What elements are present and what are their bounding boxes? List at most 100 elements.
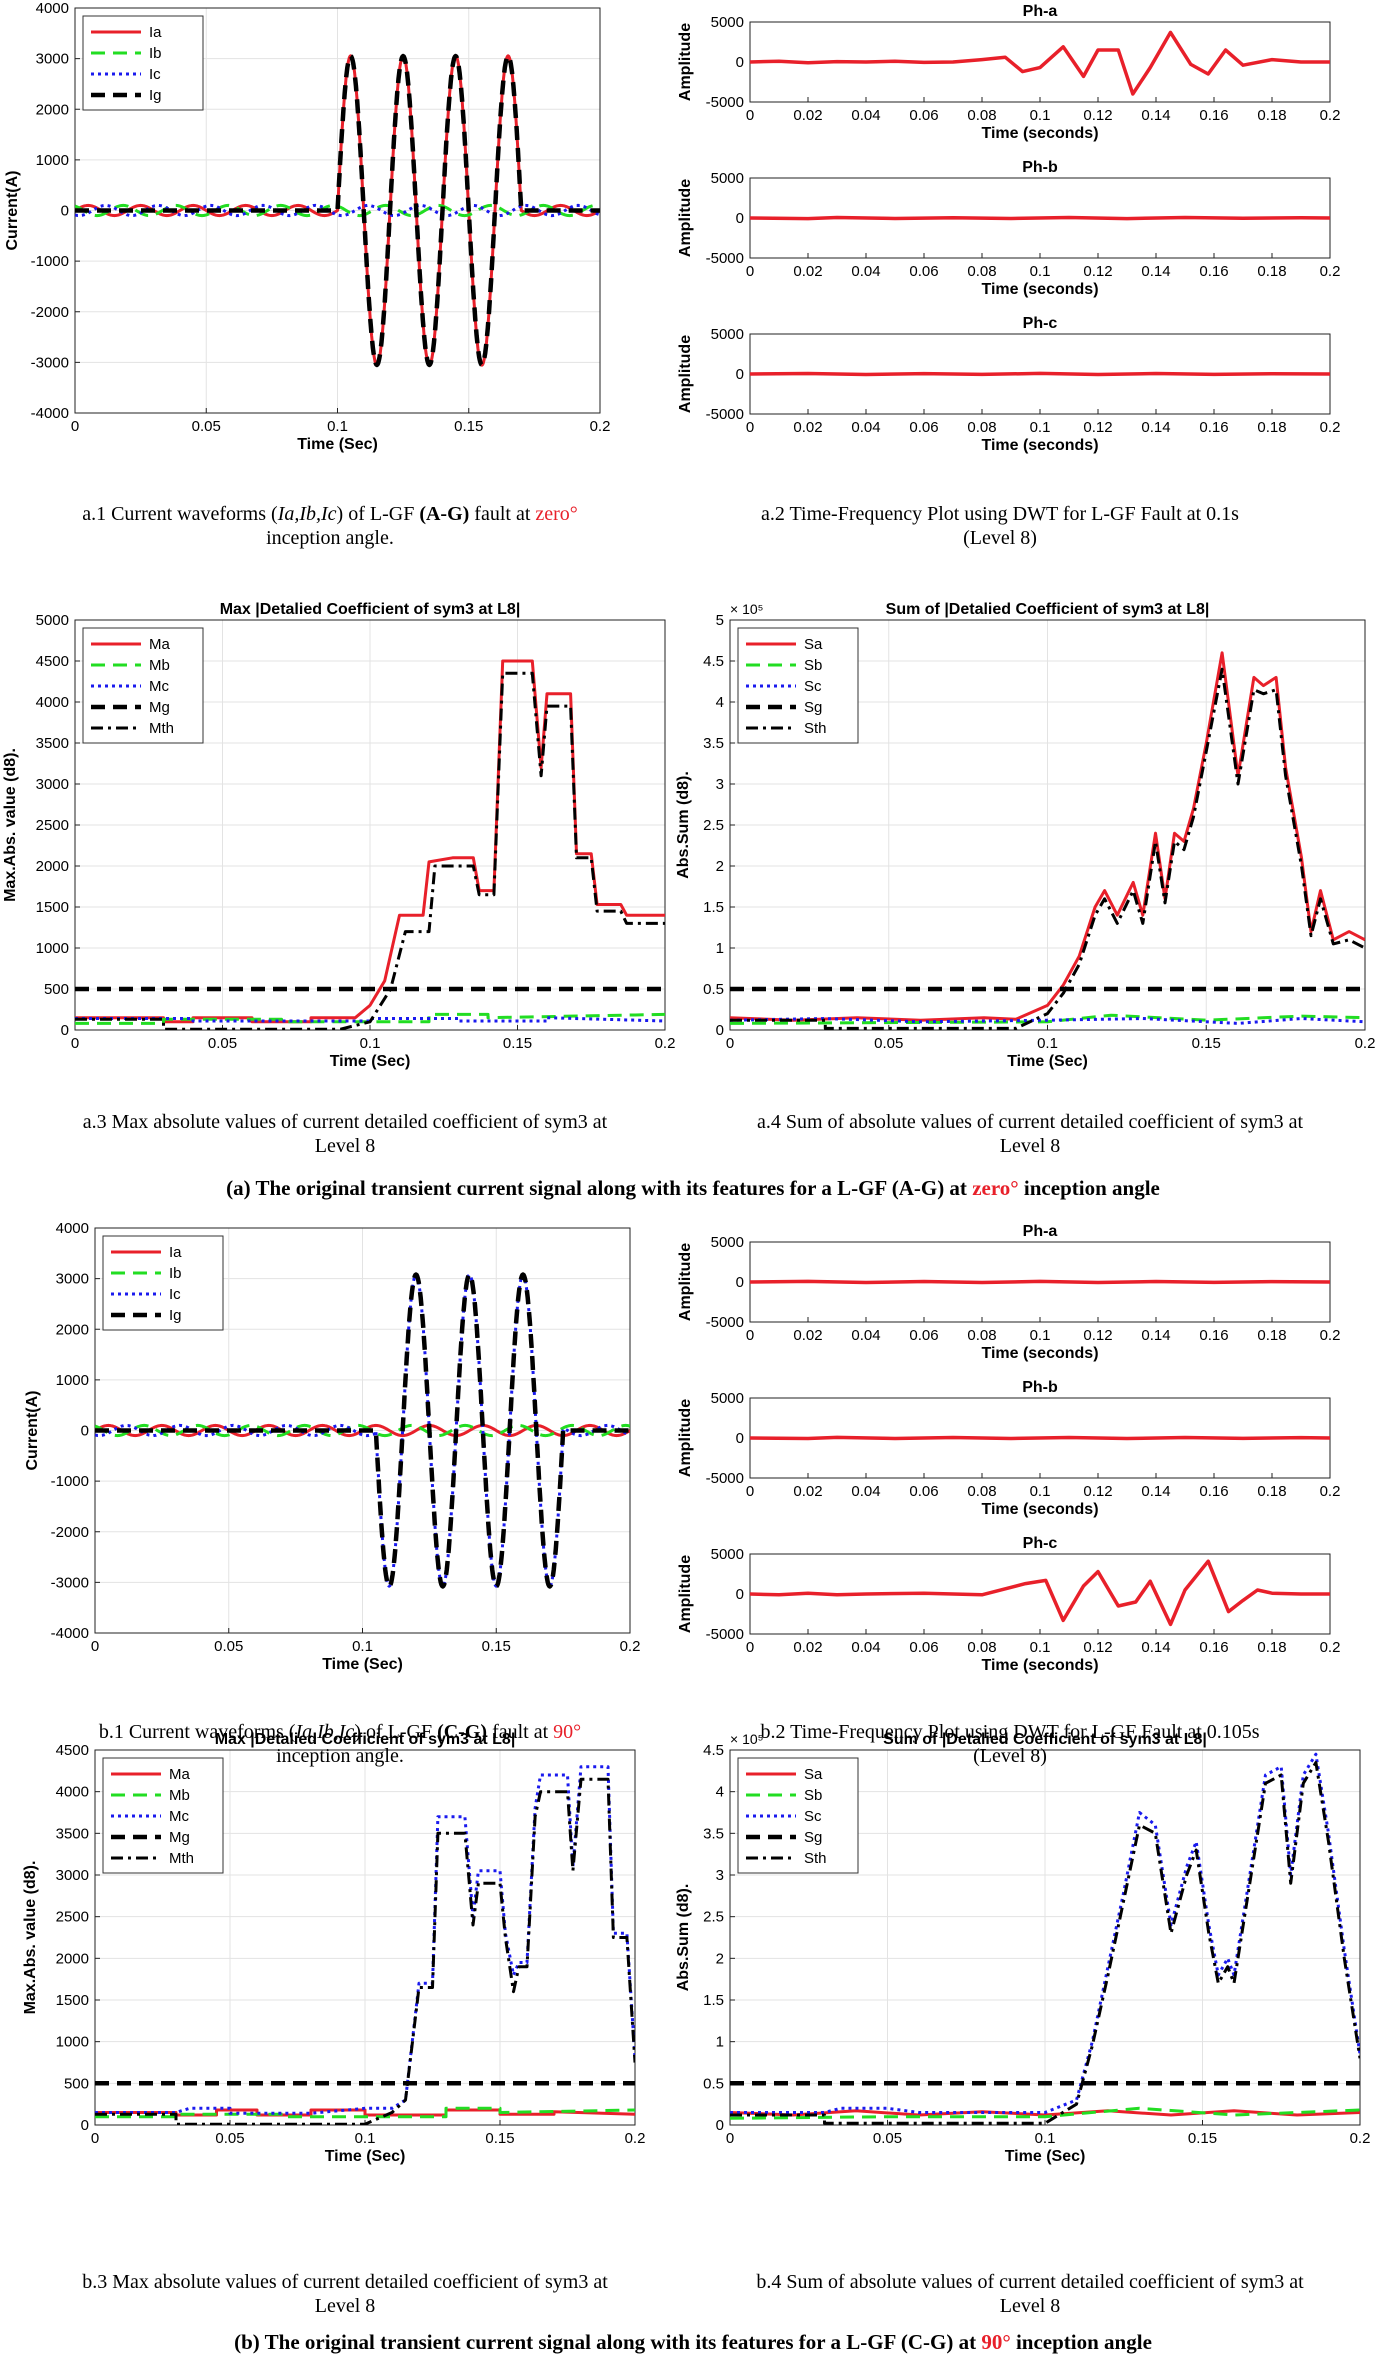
x-tick-label: 0.04	[851, 107, 880, 124]
y-axis-label: Amplitude	[677, 23, 694, 101]
x-tick-label: 0.18	[1257, 263, 1286, 280]
y-tick-label: 500	[44, 981, 69, 998]
x-tick-label: 0.1	[1030, 107, 1051, 124]
x-tick-label: 0.05	[214, 1638, 243, 1655]
x-tick-label: 0.06	[909, 107, 938, 124]
y-tick-label: -5000	[706, 406, 744, 423]
x-tick-label: 0.16	[1199, 263, 1228, 280]
y-axis-label: Amplitude	[677, 335, 694, 413]
x-tick-label: 0.2	[1320, 263, 1341, 280]
x-axis-label: Time (seconds)	[981, 1657, 1098, 1674]
y-tick-label: 4.5	[703, 1742, 724, 1759]
y-tick-label: -5000	[706, 1470, 744, 1487]
b2-panel2-series	[750, 1559, 1330, 1627]
x-tick-label: 0.1	[360, 1035, 381, 1052]
x-tick-label: 0.02	[793, 263, 822, 280]
legend-label-Sth: Sth	[804, 720, 827, 737]
x-tick-label: 0.2	[1355, 1035, 1376, 1052]
x-axis-label: Time (Sec)	[1007, 1053, 1088, 1070]
x-tick-label: 0.04	[851, 1483, 880, 1500]
x-axis-label: Time (seconds)	[981, 281, 1098, 298]
y-tick-label: 3500	[56, 1825, 89, 1842]
b1-series	[95, 1272, 630, 1589]
series-line-Sa	[730, 2109, 1360, 2117]
a1-axes: 0 0.05 0.1 0.15 0.2 -4000 -3000 -2000 -1000 0 1000…	[4, 0, 610, 453]
y-tick-label: 3	[716, 1867, 724, 1884]
legend-label-Ib: Ib	[149, 45, 162, 62]
x-tick-label: 0	[746, 1327, 754, 1344]
y-tick-label: 1.5	[703, 1992, 724, 2009]
y-tick-label: 1500	[56, 1992, 89, 2009]
x-tick-label: 0.15	[485, 2130, 514, 2147]
legend-label-Ig: Ig	[169, 1307, 182, 1324]
y-tick-label: 0.5	[703, 2075, 724, 2092]
y-tick-label: 0	[61, 1022, 69, 1039]
y-exponent-label: × 10⁵	[730, 1731, 763, 1747]
y-axis-label: Amplitude	[677, 1555, 694, 1633]
y-tick-label: 1000	[36, 940, 69, 957]
chart-a4-sum-abs-coefficient: 0 0.05 0.1 0.15 0.2 0 0.5 1 1.5 2 2.5 3 3.5 4 4.5 5 Time…	[675, 601, 1376, 1070]
legend-label-Ma: Ma	[149, 636, 170, 653]
y-tick-label: 0	[716, 2117, 724, 2134]
b1-axes: 0 0.05 0.1 0.15 0.2 -4000 -3000 -2000 -1000 0 1000…	[24, 1220, 640, 1673]
x-tick-label: 0.14	[1141, 263, 1170, 280]
y-tick-label: 0	[736, 1586, 744, 1603]
x-tick-label: 0	[91, 2130, 99, 2147]
y-tick-label: -1000	[31, 253, 69, 270]
section-b-title: (b) The original transient current signa…	[234, 2330, 1152, 2354]
x-axis-label: Time (seconds)	[981, 1501, 1098, 1518]
chart-a1-current-waveforms: 0 0.05 0.1 0.15 0.2 -4000 -3000 -2000 -1000 0 1000…	[4, 0, 610, 453]
x-tick-label: 0.12	[1083, 1327, 1112, 1344]
x-tick-label: 0.2	[655, 1035, 676, 1052]
x-tick-label: 0.05	[873, 2130, 902, 2147]
legend-label-Mth: Mth	[149, 720, 174, 737]
y-tick-label: 4000	[36, 0, 69, 17]
a3-series	[75, 659, 665, 1030]
caption-a4: a.4 Sum of absolute values of current de…	[756, 1111, 1304, 1157]
y-tick-label: -4000	[31, 405, 69, 422]
b2-panel1-series	[750, 1435, 1330, 1441]
x-tick-label: 0.14	[1141, 1483, 1170, 1500]
x-tick-label: 0.1	[1037, 1035, 1058, 1052]
y-tick-label: -2000	[31, 304, 69, 321]
chart-b4-sum-abs-coefficient: 0 0.05 0.1 0.15 0.2 0 0.5 1 1.5 2 2.5 3 3.5 4 4.5 Time …	[675, 1731, 1370, 2165]
a4-series	[730, 651, 1365, 1030]
y-tick-label: -5000	[706, 1626, 744, 1643]
x-tick-label: 0.1	[1030, 1327, 1051, 1344]
y-tick-label: -1000	[51, 1473, 89, 1490]
x-tick-label: 0.15	[503, 1035, 532, 1052]
y-tick-label: 0	[81, 2117, 89, 2134]
x-tick-label: 0.18	[1257, 107, 1286, 124]
signal-line	[750, 30, 1330, 96]
x-tick-label: 0.16	[1199, 1639, 1228, 1656]
a2-panel0-axes: 0 0.02 0.04 0.06 0.08 0.1 0.12 0.14 0.16 0.18 0.2 -…	[677, 3, 1340, 142]
y-tick-label: 1	[716, 940, 724, 957]
legend-label-Ib: Ib	[169, 1265, 182, 1282]
y-tick-label: -5000	[706, 1314, 744, 1331]
x-axis-label: Time (Sec)	[1005, 2148, 1086, 2165]
chart-title: Max |Detalied Coefficient of sym3 at L8|	[215, 1731, 516, 1748]
chart-title: Ph-b	[1022, 1379, 1058, 1396]
x-tick-label: 0.18	[1257, 419, 1286, 436]
legend-label-Ma: Ma	[169, 1766, 190, 1783]
x-tick-label: 0.1	[352, 1638, 373, 1655]
y-tick-label: 1	[716, 2034, 724, 2051]
y-tick-label: 500	[64, 2075, 89, 2092]
x-tick-label: 0	[746, 107, 754, 124]
series-line-Ib	[75, 203, 600, 218]
x-tick-label: 0	[71, 1035, 79, 1052]
legend-box	[82, 627, 204, 744]
y-tick-label: 3000	[36, 776, 69, 793]
x-tick-label: 0.15	[454, 418, 483, 435]
chart-title: Sum of |Detalied Coefficient of sym3 at …	[883, 1731, 1207, 1748]
a3-axes: 0 0.05 0.1 0.15 0.2 0 500 1000 1500 2000 2500 3000 3…	[2, 601, 675, 1070]
x-tick-label: 0.12	[1083, 1483, 1112, 1500]
b3-series	[95, 1765, 635, 2125]
y-tick-label: 4	[716, 1784, 724, 1801]
x-axis-label: Time (Sec)	[297, 436, 378, 453]
y-tick-label: -2000	[51, 1524, 89, 1541]
y-tick-label: 1.5	[703, 899, 724, 916]
x-tick-label: 0.14	[1141, 107, 1170, 124]
y-tick-label: 3.5	[703, 735, 724, 752]
y-axis-label: Amplitude	[677, 1243, 694, 1321]
